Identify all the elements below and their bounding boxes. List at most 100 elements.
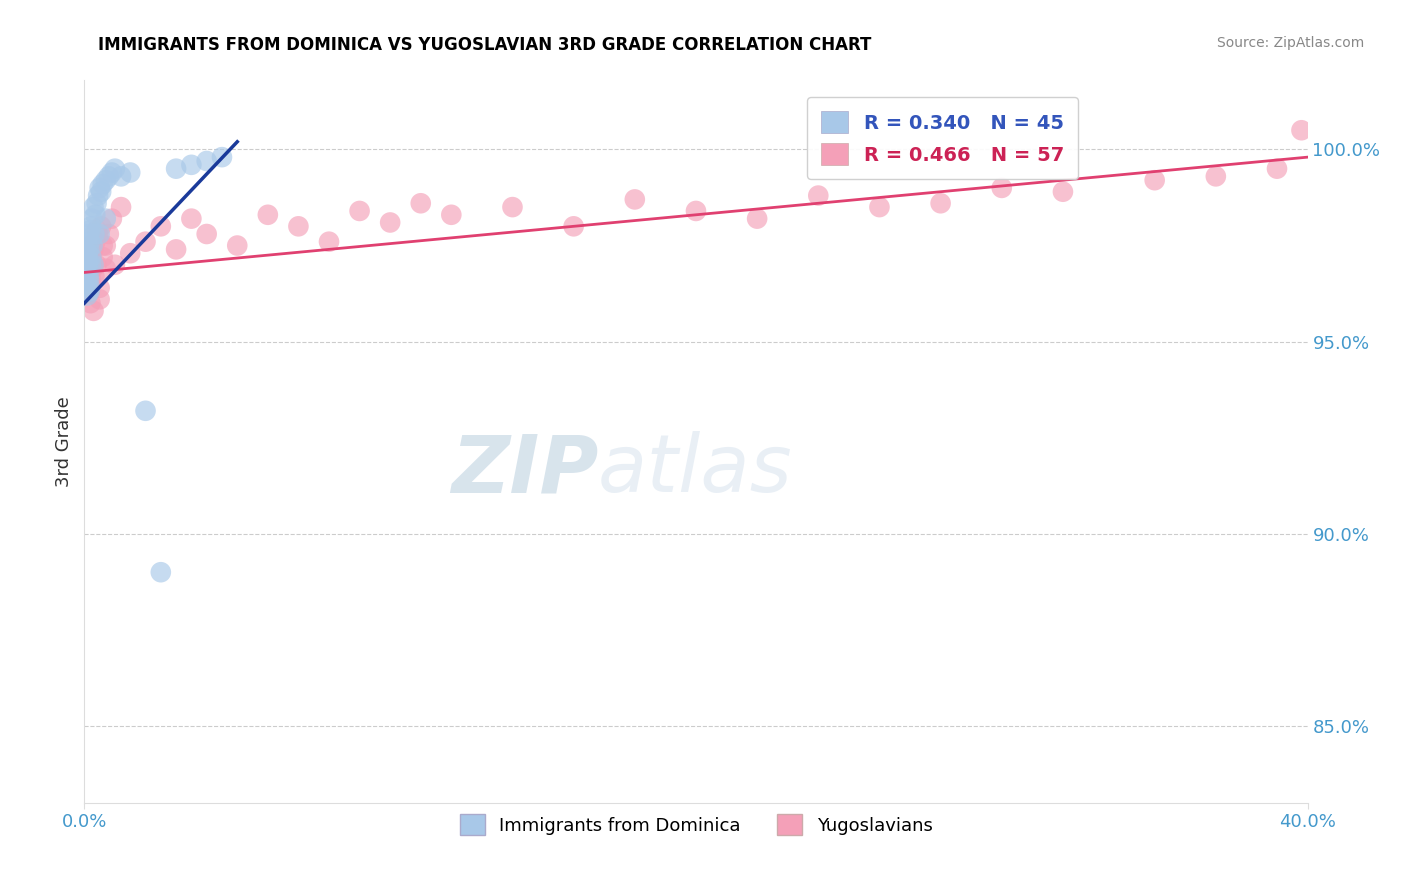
Point (77, 261, 100, 276)
Point (83, 200, 105, 214)
Point (76, 258, 98, 272)
Point (90, 185, 112, 199)
Point (76, 246, 98, 260)
Point (1291, 123, 1313, 137)
Point (76, 277, 98, 291)
Point (76, 288, 98, 302)
Point (685, 203, 707, 218)
Point (77, 243, 100, 257)
Point (165, 243, 187, 257)
Point (929, 196, 952, 211)
Point (79, 238, 101, 252)
Point (91, 238, 114, 252)
Point (110, 169, 132, 184)
Point (747, 211, 769, 226)
Point (83, 227, 105, 241)
Point (83, 269, 105, 284)
Point (84, 235, 107, 249)
Point (80, 219, 103, 234)
Point (80, 273, 103, 287)
Point (257, 208, 280, 222)
Point (110, 200, 132, 214)
Point (79, 281, 101, 295)
Point (807, 188, 830, 202)
Point (79, 223, 101, 237)
Point (77, 227, 100, 241)
Point (94, 238, 117, 252)
Point (80, 250, 103, 264)
Point (349, 203, 371, 218)
Point (440, 208, 463, 222)
Point (562, 219, 585, 234)
Point (135, 235, 157, 249)
Point (180, 158, 202, 172)
Point (120, 165, 142, 179)
Point (79, 285, 101, 299)
Point (104, 258, 127, 272)
Point (94, 173, 117, 187)
Point (77, 246, 100, 260)
Point (502, 200, 524, 214)
Point (84, 208, 107, 222)
Point (94, 211, 117, 226)
Point (90, 219, 112, 234)
Point (318, 235, 340, 249)
Point (76, 265, 98, 279)
Point (226, 238, 249, 252)
Point (75, 250, 97, 264)
Point (77, 269, 100, 284)
Point (97, 169, 120, 184)
Point (195, 153, 218, 168)
Point (82, 261, 104, 276)
Text: atlas: atlas (598, 432, 793, 509)
Point (80, 253, 103, 268)
Point (79, 235, 101, 249)
Point (89, 181, 111, 195)
Point (211, 150, 233, 164)
Point (149, 219, 172, 234)
Point (180, 211, 202, 226)
Point (101, 211, 124, 226)
Point (80, 258, 103, 272)
Point (80, 211, 103, 226)
Point (86, 196, 108, 211)
Point (409, 196, 432, 211)
Point (82, 238, 104, 252)
Point (79, 285, 101, 299)
Point (77, 253, 100, 268)
Point (97, 227, 120, 241)
Point (91, 250, 114, 264)
Point (83, 304, 105, 318)
Point (77, 250, 100, 264)
Point (87, 227, 110, 241)
Point (76, 258, 98, 272)
Point (1265, 161, 1288, 176)
Point (165, 161, 187, 176)
Point (195, 227, 218, 241)
Point (380, 215, 402, 229)
Y-axis label: 3rd Grade: 3rd Grade (55, 396, 73, 487)
Point (77, 273, 100, 287)
Point (87, 188, 110, 202)
Point (101, 165, 124, 179)
Point (135, 404, 157, 418)
Point (149, 565, 172, 579)
Point (76, 238, 98, 252)
Point (869, 200, 891, 214)
Point (83, 258, 105, 272)
Point (624, 193, 647, 207)
Point (94, 261, 117, 276)
Point (991, 181, 1014, 195)
Point (91, 177, 114, 191)
Point (1143, 173, 1166, 187)
Point (79, 296, 101, 310)
Point (89, 281, 111, 295)
Point (86, 223, 108, 237)
Text: ZIP: ZIP (451, 432, 598, 509)
Legend: Immigrants from Dominica, Yugoslavians: Immigrants from Dominica, Yugoslavians (450, 805, 942, 845)
Point (76, 277, 98, 291)
Point (104, 161, 127, 176)
Point (1052, 185, 1074, 199)
Text: IMMIGRANTS FROM DOMINICA VS YUGOSLAVIAN 3RD GRADE CORRELATION CHART: IMMIGRANTS FROM DOMINICA VS YUGOSLAVIAN … (98, 36, 872, 54)
Point (83, 243, 105, 257)
